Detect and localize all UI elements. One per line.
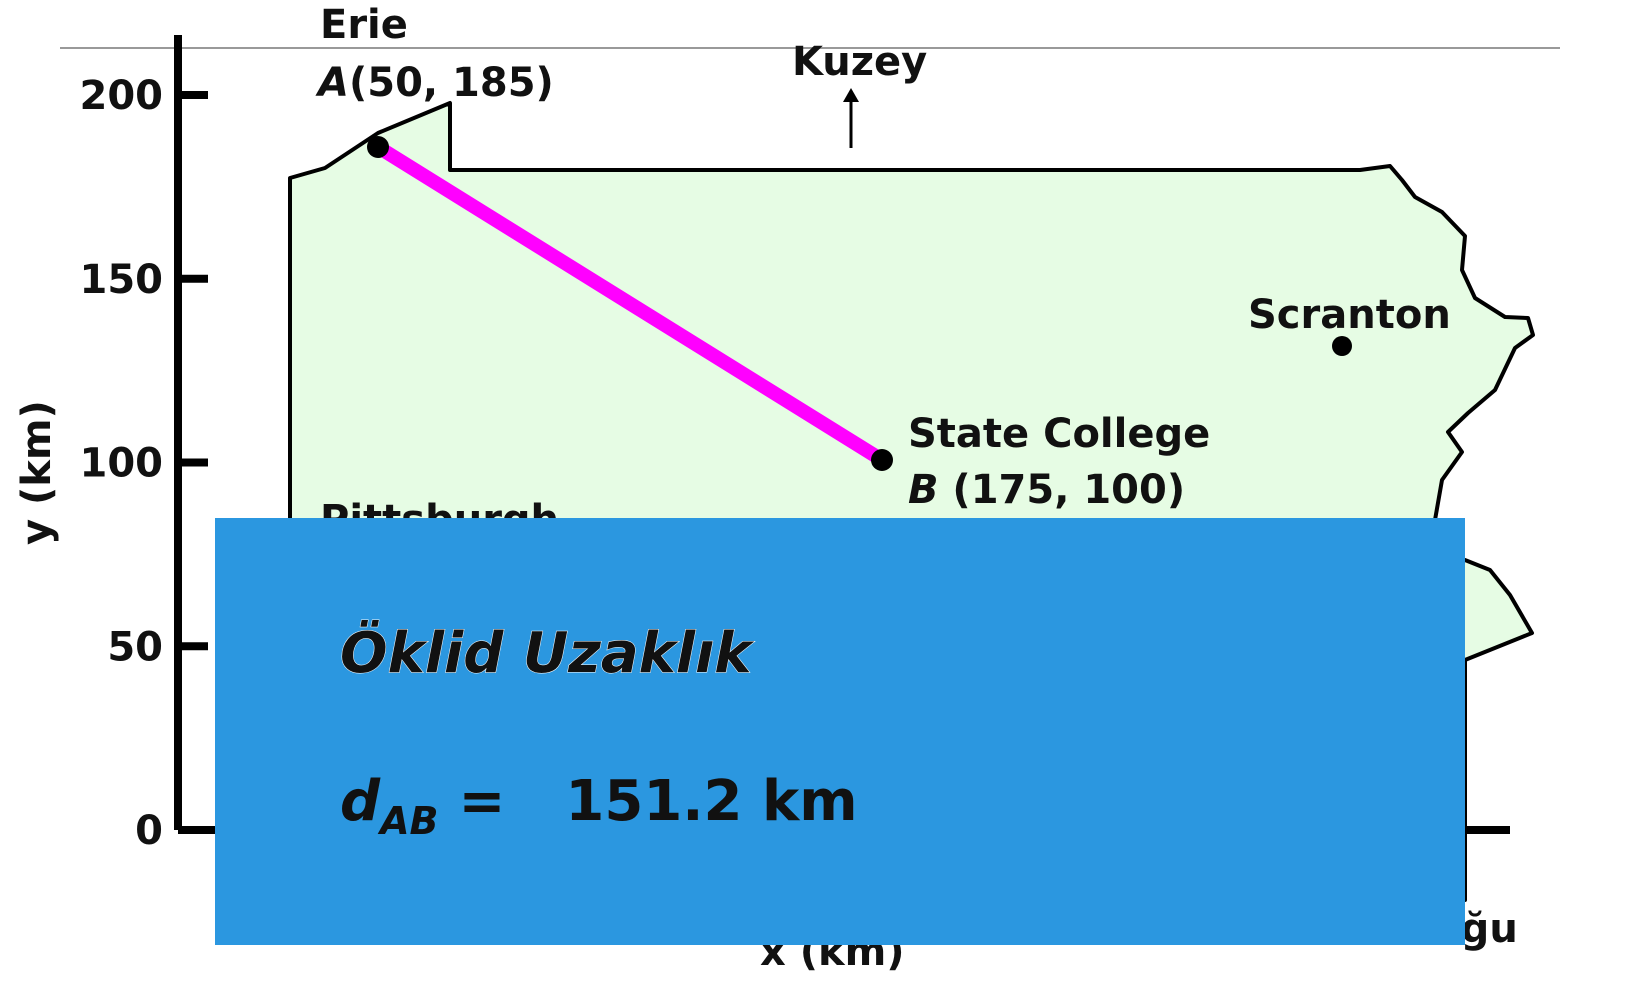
y-tick-label: 100 [80, 441, 164, 487]
subscript: AB [377, 799, 438, 843]
result-box [215, 518, 1465, 945]
city-name: Scranton [1248, 292, 1451, 338]
point-b [871, 449, 893, 471]
point-letter: B [908, 467, 939, 513]
city-name: Erie [320, 2, 408, 48]
city-coords: B (175, 100) [908, 467, 1185, 513]
distance-line [371, 140, 889, 467]
y-axis-label: y (km) [14, 400, 60, 545]
city-name: State College [908, 411, 1210, 457]
point-letter: A [315, 60, 349, 106]
formula: dAB = 151.2 km [340, 769, 858, 843]
coords: (175, 100) [939, 467, 1186, 513]
y-tick-label: 150 [80, 257, 164, 303]
result: 151.2 km [565, 769, 857, 834]
north-arrow-head [843, 88, 859, 102]
scranton-dot [1332, 336, 1352, 356]
coords: (50, 185) [349, 60, 554, 106]
y-ticks: 200 150 100 50 0 [80, 73, 208, 854]
point-a [367, 136, 389, 158]
y-tick-label: 50 [107, 624, 163, 670]
y-tick-label: 200 [80, 73, 164, 119]
equals: = [458, 769, 505, 834]
y-tick-label: 0 [135, 808, 163, 854]
city-coords: A(50, 185) [315, 60, 554, 106]
symbol: d [340, 769, 381, 834]
box-title: Öklid Uzaklık [340, 621, 755, 686]
north-label: Kuzey [792, 39, 927, 85]
